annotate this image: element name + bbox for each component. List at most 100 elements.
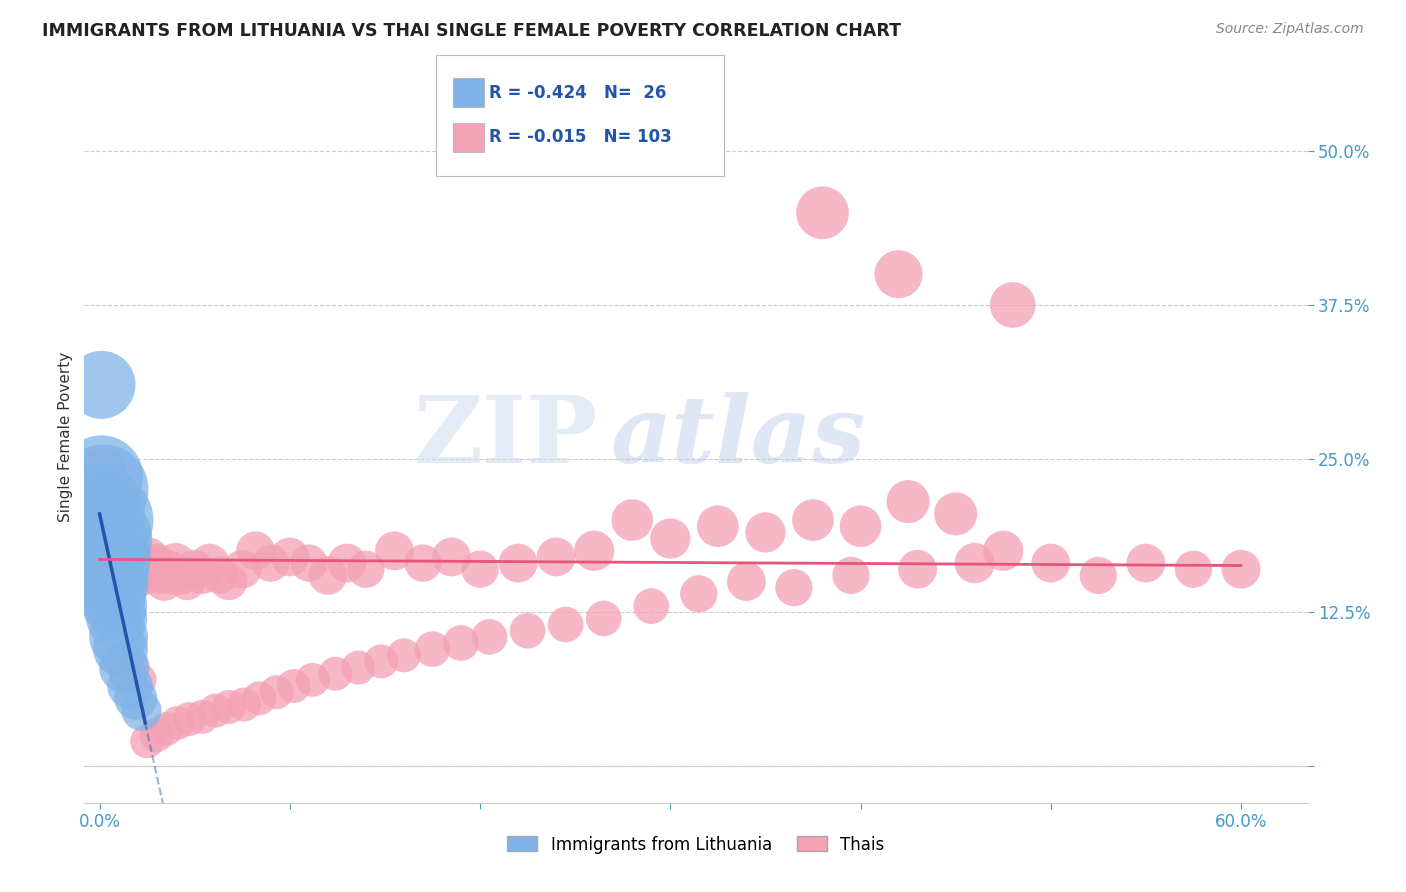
Point xyxy=(783,581,806,595)
Point xyxy=(100,577,122,591)
Text: ZIP: ZIP xyxy=(413,392,598,482)
Text: IMMIGRANTS FROM LITHUANIA VS THAI SINGLE FEMALE POVERTY CORRELATION CHART: IMMIGRANTS FROM LITHUANIA VS THAI SINGLE… xyxy=(42,22,901,40)
Point xyxy=(127,562,149,576)
Point xyxy=(887,267,910,281)
Point xyxy=(93,464,115,478)
Text: R = -0.015   N= 103: R = -0.015 N= 103 xyxy=(489,128,672,146)
Point xyxy=(100,519,122,533)
Point xyxy=(112,562,135,576)
Point xyxy=(145,556,167,570)
Point xyxy=(247,691,270,706)
Point xyxy=(98,549,121,564)
Point xyxy=(621,513,644,527)
Point xyxy=(640,599,662,613)
Point xyxy=(191,568,214,582)
Point xyxy=(100,562,122,576)
Point xyxy=(422,642,444,657)
Point xyxy=(96,500,118,515)
Text: atlas: atlas xyxy=(610,392,866,482)
Point xyxy=(90,377,112,392)
Point xyxy=(98,513,121,527)
Point xyxy=(907,562,929,576)
Point xyxy=(1001,298,1024,312)
Point xyxy=(191,710,214,724)
Point xyxy=(659,532,682,546)
Point xyxy=(260,556,283,570)
Point xyxy=(111,568,134,582)
Point xyxy=(325,666,347,681)
Point xyxy=(170,568,193,582)
Point xyxy=(94,532,117,546)
Point xyxy=(392,648,415,663)
Point xyxy=(96,532,118,546)
Point xyxy=(849,519,872,533)
Point xyxy=(104,556,127,570)
Point xyxy=(105,611,128,625)
Point xyxy=(811,205,834,219)
Point xyxy=(107,568,129,582)
Text: Source: ZipAtlas.com: Source: ZipAtlas.com xyxy=(1216,22,1364,37)
Point xyxy=(118,574,141,589)
Point xyxy=(583,543,606,558)
Point xyxy=(233,698,256,712)
Point xyxy=(96,556,118,570)
Point xyxy=(160,568,183,582)
Point xyxy=(208,568,231,582)
Text: R = -0.424   N=  26: R = -0.424 N= 26 xyxy=(489,84,666,102)
Point xyxy=(278,549,301,564)
Point xyxy=(384,543,406,558)
Point xyxy=(688,587,710,601)
Point xyxy=(839,568,862,582)
Point xyxy=(94,543,117,558)
Point xyxy=(316,568,339,582)
Point xyxy=(1230,562,1253,576)
Point xyxy=(93,519,115,533)
Point xyxy=(121,660,143,674)
Point xyxy=(131,704,153,718)
Point xyxy=(101,532,124,546)
Point xyxy=(112,660,135,674)
Point xyxy=(735,574,758,589)
Legend: Immigrants from Lithuania, Thais: Immigrants from Lithuania, Thais xyxy=(501,829,891,860)
Point xyxy=(1135,556,1157,570)
Point xyxy=(90,494,112,508)
Point xyxy=(198,556,221,570)
Point xyxy=(204,704,226,718)
Point xyxy=(370,655,392,669)
Point xyxy=(136,734,159,748)
Point xyxy=(117,556,139,570)
Point xyxy=(101,577,124,591)
Point xyxy=(96,543,118,558)
Point xyxy=(104,538,127,552)
Point xyxy=(93,507,115,521)
Point xyxy=(283,679,305,693)
Point xyxy=(122,574,145,589)
Point xyxy=(125,568,148,582)
Point xyxy=(121,562,143,576)
Point xyxy=(1182,562,1205,576)
Point xyxy=(125,691,148,706)
Point xyxy=(354,562,377,576)
Point xyxy=(468,562,491,576)
Point xyxy=(98,532,121,546)
Point xyxy=(1039,556,1062,570)
Point xyxy=(101,543,124,558)
Point xyxy=(450,636,472,650)
Point xyxy=(128,673,150,687)
Point xyxy=(336,556,359,570)
Point xyxy=(94,483,117,497)
Point xyxy=(183,562,205,576)
Point xyxy=(440,549,463,564)
Point xyxy=(94,513,117,527)
Point xyxy=(98,562,121,576)
Y-axis label: Single Female Poverty: Single Female Poverty xyxy=(58,352,73,522)
Point xyxy=(231,562,253,576)
Point xyxy=(93,483,115,497)
Point xyxy=(105,549,128,564)
Point xyxy=(155,722,177,736)
Point xyxy=(165,556,187,570)
Point xyxy=(347,660,370,674)
Point xyxy=(107,630,129,644)
Point xyxy=(115,568,138,582)
Point xyxy=(412,556,434,570)
